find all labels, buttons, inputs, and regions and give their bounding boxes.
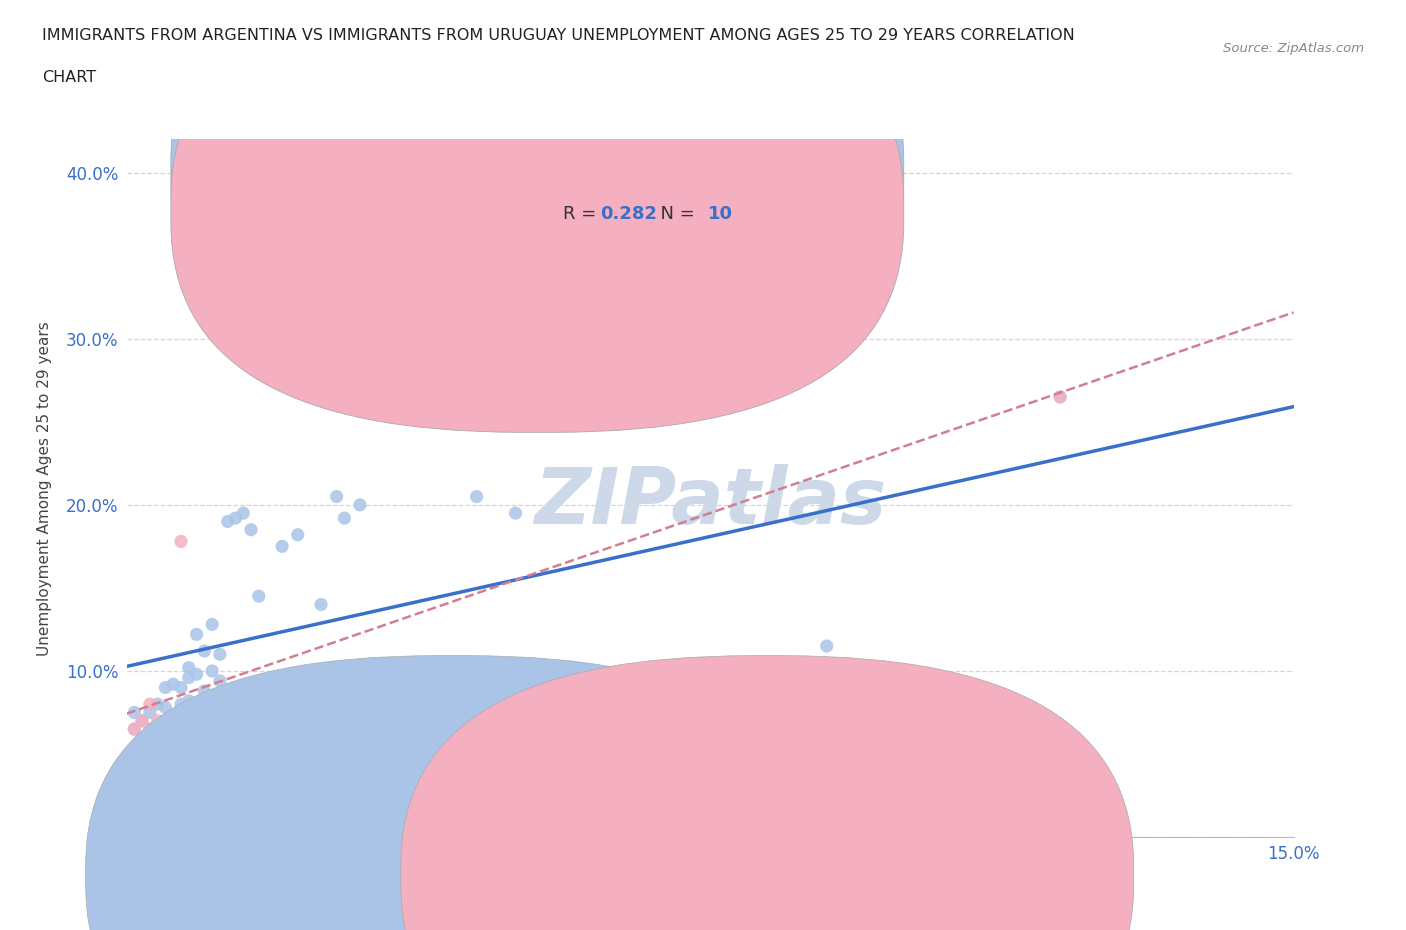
Text: R =: R =	[562, 167, 602, 185]
Point	[170, 680, 193, 695]
Point	[395, 381, 418, 396]
Point	[505, 506, 527, 521]
Point	[177, 660, 200, 675]
Point	[349, 498, 371, 512]
Point	[131, 730, 153, 745]
Point	[208, 673, 231, 688]
Text: 51: 51	[707, 167, 733, 185]
Point	[177, 671, 200, 685]
Point	[201, 617, 224, 631]
Point	[815, 639, 838, 654]
FancyBboxPatch shape	[512, 153, 792, 233]
Point	[893, 680, 915, 695]
FancyBboxPatch shape	[86, 656, 818, 930]
Point	[224, 511, 246, 525]
Point	[131, 713, 153, 728]
Point	[177, 694, 200, 709]
Point	[217, 514, 239, 529]
Point	[170, 534, 193, 549]
Point	[186, 627, 208, 642]
Text: IMMIGRANTS FROM ARGENTINA VS IMMIGRANTS FROM URUGUAY UNEMPLOYMENT AMONG AGES 25 : IMMIGRANTS FROM ARGENTINA VS IMMIGRANTS …	[42, 28, 1076, 43]
Text: R =: R =	[562, 206, 602, 223]
Point	[162, 713, 184, 728]
Point	[162, 710, 184, 724]
Point	[124, 705, 146, 720]
Point	[373, 373, 395, 388]
Point	[155, 722, 177, 737]
Y-axis label: Unemployment Among Ages 25 to 29 years: Unemployment Among Ages 25 to 29 years	[37, 321, 52, 656]
Point	[1049, 390, 1071, 405]
Point	[201, 663, 224, 678]
Text: N =: N =	[650, 167, 700, 185]
Point	[208, 647, 231, 662]
Point	[131, 713, 153, 728]
Point	[543, 722, 565, 737]
Point	[271, 539, 294, 554]
Point	[186, 667, 208, 682]
Point	[256, 688, 278, 703]
Point	[146, 726, 169, 741]
Point	[162, 722, 184, 737]
Point	[124, 722, 146, 737]
FancyBboxPatch shape	[172, 0, 904, 432]
Point	[287, 527, 309, 542]
Point	[193, 684, 215, 698]
Text: Immigrants from Uruguay: Immigrants from Uruguay	[792, 868, 990, 883]
Text: Source: ZipAtlas.com: Source: ZipAtlas.com	[1223, 42, 1364, 55]
Point	[155, 713, 177, 728]
Point	[247, 589, 270, 604]
Point	[193, 644, 215, 658]
Text: 0.588: 0.588	[600, 167, 658, 185]
FancyBboxPatch shape	[172, 0, 904, 393]
Point	[325, 489, 347, 504]
FancyBboxPatch shape	[401, 656, 1133, 930]
Point	[124, 722, 146, 737]
Point	[232, 506, 254, 521]
Point	[139, 722, 162, 737]
Text: CHART: CHART	[42, 70, 96, 85]
Text: ZIPatlas: ZIPatlas	[534, 464, 886, 540]
Point	[426, 356, 449, 371]
Text: Immigrants from Argentina: Immigrants from Argentina	[477, 868, 685, 883]
Point	[582, 764, 605, 778]
Point	[139, 697, 162, 711]
Point	[139, 730, 162, 745]
Point	[155, 680, 177, 695]
Point	[146, 726, 169, 741]
Point	[146, 697, 169, 711]
Point	[155, 700, 177, 715]
Point	[139, 722, 162, 737]
Point	[170, 697, 193, 711]
Point	[309, 597, 332, 612]
Text: 10: 10	[707, 206, 733, 223]
Point	[333, 511, 356, 525]
Point	[146, 713, 169, 728]
Point	[465, 489, 488, 504]
Point	[139, 705, 162, 720]
Point	[240, 523, 263, 538]
Text: N =: N =	[650, 206, 700, 223]
Point	[302, 680, 325, 695]
Point	[1049, 390, 1071, 405]
Point	[162, 677, 184, 692]
Text: 0.282: 0.282	[600, 206, 658, 223]
